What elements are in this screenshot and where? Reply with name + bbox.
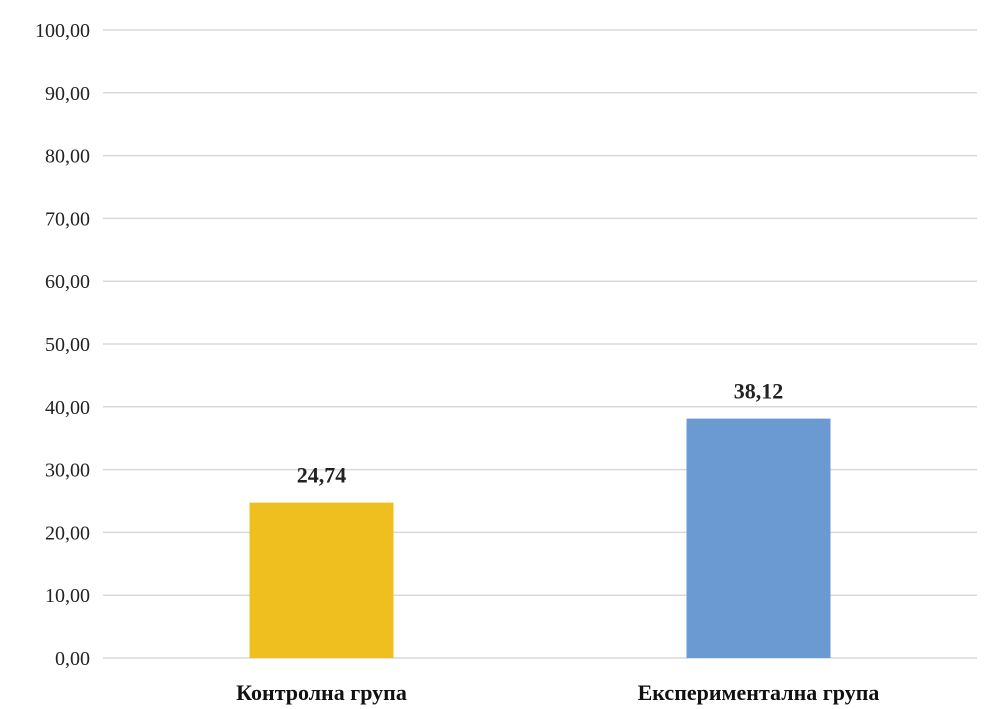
y-tick-label: 20,00: [45, 522, 90, 544]
data-label: 38,12: [734, 379, 784, 404]
bar: [686, 418, 831, 658]
y-tick-label: 30,00: [45, 460, 90, 482]
y-tick-label: 0,00: [55, 648, 90, 670]
category-label: Контролна група: [236, 680, 407, 705]
y-tick-label: 100,00: [35, 20, 90, 42]
data-label: 24,74: [297, 463, 347, 488]
x-axis-category-labels: Контролна група Експериментална група: [236, 680, 879, 705]
y-axis-tick-labels: 0,00 10,00 20,00 30,00 40,00 50,00 60,00 70,00 8…: [35, 20, 90, 670]
gridlines: [103, 29, 977, 659]
y-tick-label: 10,00: [45, 585, 90, 607]
data-labels: 24,74 38,12: [297, 379, 784, 488]
category-label: Експериментална група: [638, 680, 880, 705]
bars: [249, 418, 831, 658]
y-tick-label: 50,00: [45, 334, 90, 356]
bar: [249, 502, 394, 658]
y-tick-label: 80,00: [45, 146, 90, 168]
y-tick-label: 70,00: [45, 208, 90, 230]
y-tick-label: 90,00: [45, 83, 90, 105]
y-tick-label: 60,00: [45, 271, 90, 293]
y-tick-label: 40,00: [45, 397, 90, 419]
